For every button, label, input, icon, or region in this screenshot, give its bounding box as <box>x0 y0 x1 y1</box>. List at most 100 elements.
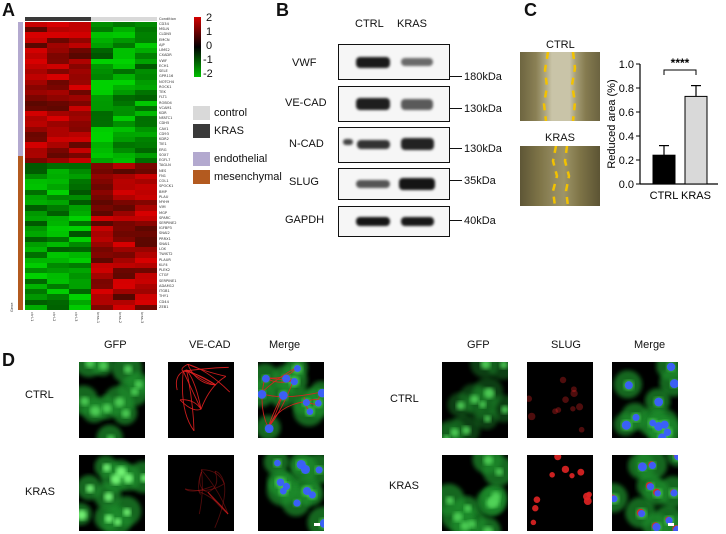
heatmap-cell <box>47 299 70 306</box>
heatmap-cell <box>113 231 136 237</box>
heatmap-cell <box>69 111 92 117</box>
heatmap-cell <box>91 105 114 112</box>
heatmap-cell <box>47 189 70 196</box>
sample-label-row: ctrl-1 ctrl-2 ctrl-3 kras-1 kras-2 kras-3 <box>25 312 157 326</box>
heatmap-cell <box>47 236 70 243</box>
heatmap-cell <box>113 173 136 180</box>
cell-blob <box>533 496 541 503</box>
heatmap-cell <box>135 142 158 148</box>
heatmap-cell <box>47 289 70 295</box>
colorbar-tick-minus1: -1 <box>203 54 213 66</box>
gene-label: SOX7 <box>159 152 169 157</box>
heatmap-cell <box>25 100 48 107</box>
cell-blob <box>484 415 492 423</box>
heatmap-cell <box>113 105 136 112</box>
cell-blob <box>530 519 537 526</box>
heatmap-cell <box>113 220 136 227</box>
cell-blob <box>495 467 504 476</box>
junction-line <box>186 369 195 431</box>
panel-label-c: C <box>524 0 537 20</box>
junction-line <box>207 491 229 515</box>
heatmap-cell <box>91 252 114 258</box>
heatmap-cell <box>69 105 92 112</box>
heatmap-cell <box>113 32 136 38</box>
heatmap-cell <box>69 100 92 107</box>
heatmap-cell <box>113 100 136 107</box>
heatmap-cell <box>69 152 92 159</box>
blot-strip-ncad <box>338 127 450 163</box>
heatmap-cell <box>91 194 114 201</box>
heatmap-cell <box>135 273 158 279</box>
micrograph-vecad-kras-merge <box>258 455 324 531</box>
y-axis-label: Reduced area (%) <box>606 79 618 168</box>
cell-blob <box>648 461 657 470</box>
scale-bar-right <box>668 523 674 526</box>
cell-blob <box>490 491 501 502</box>
heatmap-cell <box>91 137 114 143</box>
heatmap-cell <box>113 168 136 175</box>
heatmap-cell <box>69 184 92 190</box>
heatmap-cell <box>113 283 136 290</box>
heatmap-cell <box>91 236 114 243</box>
heatmap-cell <box>113 27 136 33</box>
heatmap-cell <box>47 294 70 300</box>
cell-blob <box>652 523 661 531</box>
scratch-label-kras: KRAS <box>545 132 575 144</box>
heatmap-cell <box>25 268 48 274</box>
junction-line <box>201 469 229 515</box>
heatmap-cell <box>135 173 158 180</box>
heatmap-cell <box>135 289 158 295</box>
junction-line <box>207 491 229 515</box>
gene-label: IGFBP3 <box>159 226 172 231</box>
heatmap-cell <box>135 278 158 285</box>
gene-label: PLAU <box>159 194 169 199</box>
cell-blob <box>274 459 281 467</box>
heatmap-cell <box>25 220 48 227</box>
heatmap-cell <box>135 116 158 122</box>
heatmap-cell <box>113 142 136 148</box>
sample-label: ctrl-2 <box>52 312 56 322</box>
bar-kras <box>684 95 708 185</box>
heatmap-cell <box>91 231 114 237</box>
cell-blob <box>532 505 539 512</box>
cell-blob <box>499 362 508 369</box>
heatmap-cell <box>25 48 48 54</box>
micrograph-canvas <box>258 362 324 438</box>
cell-blob <box>104 514 114 523</box>
heatmap-cell <box>25 252 48 258</box>
heatmap-cell <box>91 121 114 128</box>
x-tick-label: KRAS <box>681 190 711 202</box>
heatmap-cell <box>25 168 48 175</box>
y-tick-label: 0.2 <box>619 155 634 167</box>
heatmap-cell <box>91 163 114 169</box>
cell-blob <box>479 400 487 409</box>
cell-blob <box>562 396 569 403</box>
heatmap-cell <box>47 278 70 285</box>
heatmap-cell <box>91 173 114 180</box>
sample-label: ctrl-1 <box>30 312 34 322</box>
colorbar-tick-minus2: -2 <box>203 68 213 80</box>
heatmap-cell <box>91 278 114 285</box>
heatmap-cell <box>69 257 92 264</box>
blot-protein-gapdh: GAPDH <box>285 214 325 226</box>
micrograph-canvas <box>79 362 145 438</box>
heatmap-cell <box>47 116 70 122</box>
gene-label: EMCN <box>159 37 170 42</box>
heatmap-cell <box>91 48 114 54</box>
heatmap-cell <box>135 236 158 243</box>
cell-blob <box>527 395 533 402</box>
heatmap-cell <box>69 121 92 128</box>
heatmap-colorbar <box>194 17 201 77</box>
cell-blob <box>483 455 494 465</box>
gene-label: PLEK2 <box>159 268 171 273</box>
kras-condition-bar <box>25 17 91 21</box>
scratch-image-ctrl <box>520 52 600 121</box>
cell-blob <box>290 377 298 386</box>
heatmap-cell <box>69 137 92 143</box>
heatmap-cell <box>91 226 114 232</box>
heatmap-cell <box>47 241 70 248</box>
heatmap-cell <box>113 252 136 258</box>
heatmap-cell <box>135 205 158 211</box>
heatmap-cell <box>25 137 48 143</box>
junction-line <box>267 401 306 428</box>
